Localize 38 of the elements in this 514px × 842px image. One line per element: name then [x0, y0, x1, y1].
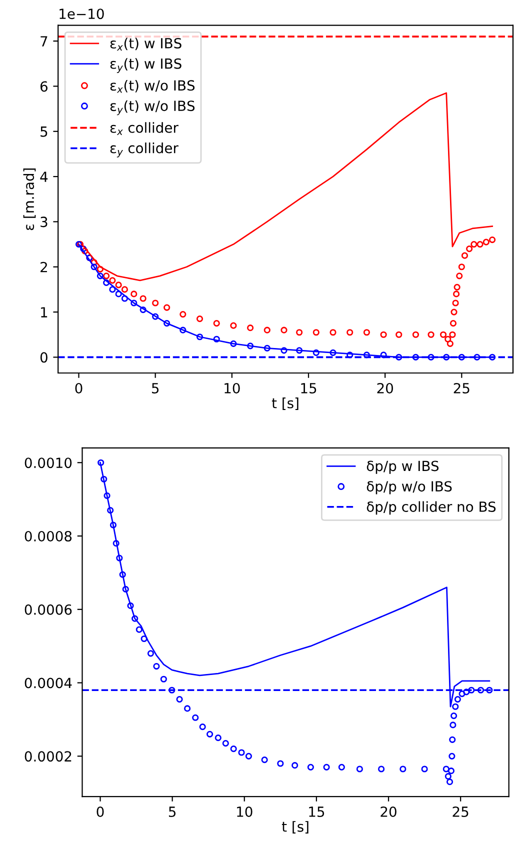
legend-label: ε$_{y}$ collider [110, 142, 178, 158]
y-tick-label: 1 [41, 307, 48, 318]
x-tick-label: 20 [377, 382, 393, 394]
legend-label: ε$_{x}$ collider [110, 122, 178, 135]
legend-label: δp/p w IBS [366, 460, 439, 474]
legend-label: ε$_{y}$(t) w IBS [110, 58, 182, 73]
legend-label: ε$_{y}$(t) w/o IBS [110, 100, 195, 116]
y-tick-label: 3 [40, 216, 48, 228]
legend-label: ε$_{x}$(t) w/o IBS [110, 80, 195, 93]
x-tick-label: 25 [454, 382, 470, 394]
y-tick-label: 6 [40, 81, 48, 92]
y-tick-label: 0.0004 [24, 678, 72, 688]
y-tick-label: 0 [40, 352, 48, 363]
x-tick-label: 5 [152, 383, 159, 394]
x-tick-label: 20 [380, 806, 396, 818]
x-tick-label: 25 [452, 806, 468, 818]
y-tick-label: 4 [40, 172, 48, 182]
text: 1e−10 [60, 8, 104, 20]
y-tick-label: 0.0010 [24, 458, 72, 468]
y-tick-label: 0.0002 [24, 751, 72, 762]
x-tick-label: 10 [237, 806, 252, 818]
y-tick-label: 2 [40, 262, 47, 272]
y-axis-title: ε [m.rad] [23, 168, 36, 230]
x-tick-label: 5 [168, 806, 176, 818]
x-tick-label: 0 [75, 382, 82, 394]
y-tick-label: 0.0006 [24, 604, 72, 615]
x-axis-title: t [s] [282, 821, 308, 834]
x-tick-label: 10 [224, 382, 240, 394]
y-tick-label: 7 [40, 36, 48, 46]
y-tick-label: 0.0008 [24, 530, 72, 542]
legend-label: ε$_{x}$(t) w IBS [110, 38, 182, 51]
x-tick-label: 0 [96, 806, 104, 818]
x-tick-label: 15 [301, 383, 316, 394]
y-tick-label: 5 [40, 126, 48, 137]
x-tick-label: 15 [309, 806, 324, 818]
legend-label: δp/p w/o IBS [366, 481, 452, 494]
x-axis-title: t [s] [272, 398, 298, 410]
legend-label: δp/p collider no BS [366, 501, 496, 515]
